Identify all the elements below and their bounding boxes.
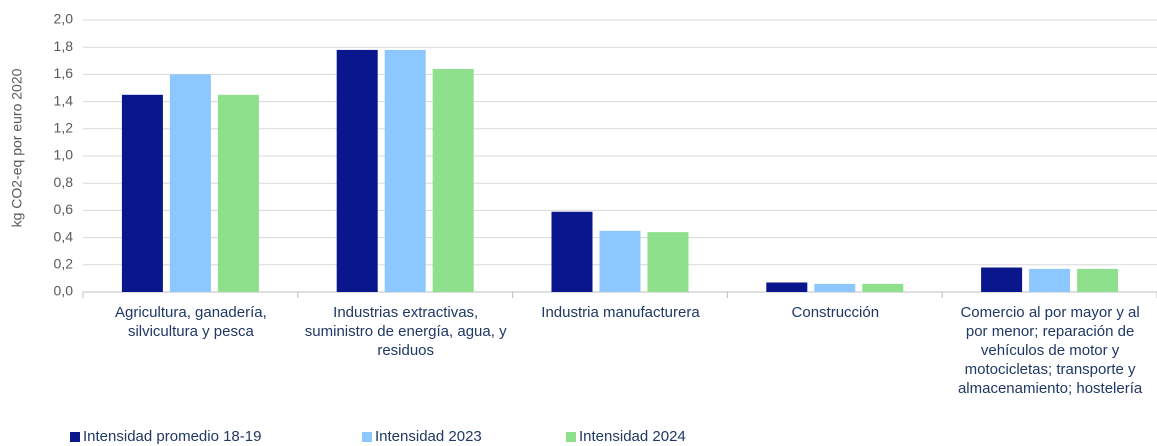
x-tick-label: Comercio al por mayor y al por menor; re… (957, 304, 1143, 397)
bar (1029, 268, 1071, 292)
y-tick-label: 1,0 (54, 147, 74, 163)
y-tick-label: 0,0 (54, 283, 74, 299)
bar (336, 49, 378, 292)
y-tick-label: 2,0 (54, 11, 74, 27)
legend-item: Intensidad promedio 18-19 (70, 428, 261, 445)
x-tick-label: Industria manufacturera (541, 304, 700, 321)
legend-item: Intensidad 2024 (566, 428, 686, 445)
y-tick-label: 0,2 (54, 256, 74, 272)
bar (121, 94, 163, 292)
x-tick-label: Agricultura, ganadería, silvicultura y p… (115, 304, 267, 340)
y-axis-label: kg CO2-eq por euro 2020 (9, 68, 25, 227)
bar (169, 74, 211, 293)
legend-label: Intensidad 2024 (579, 428, 686, 445)
y-tick-label: 1,4 (54, 92, 74, 108)
bar (766, 282, 808, 292)
y-tick-label: 0,4 (54, 228, 74, 244)
bar (981, 267, 1023, 292)
legend-label: Intensidad 2023 (375, 428, 482, 445)
bar (384, 49, 426, 292)
bar (551, 211, 593, 292)
legend-item: Intensidad 2023 (362, 428, 482, 445)
bar (647, 232, 689, 292)
y-tick-label: 1,8 (54, 38, 74, 54)
y-tick-label: 1,6 (54, 65, 74, 81)
bar (432, 68, 474, 293)
bar (599, 230, 641, 292)
y-tick-label: 0,8 (54, 174, 74, 190)
legend-label: Intensidad promedio 18-19 (83, 428, 262, 445)
y-tick-label: 0,6 (54, 201, 74, 217)
legend-swatch (566, 431, 576, 442)
x-tick-label: Industrias extractivas, suministro de en… (304, 304, 507, 359)
x-tick-label: Construcción (791, 304, 880, 321)
bar (814, 283, 856, 292)
bar (217, 94, 259, 292)
bar (1077, 268, 1119, 292)
bar (862, 283, 904, 292)
legend-swatch (362, 431, 372, 442)
y-tick-label: 1,2 (54, 120, 74, 136)
legend-swatch (70, 431, 80, 442)
